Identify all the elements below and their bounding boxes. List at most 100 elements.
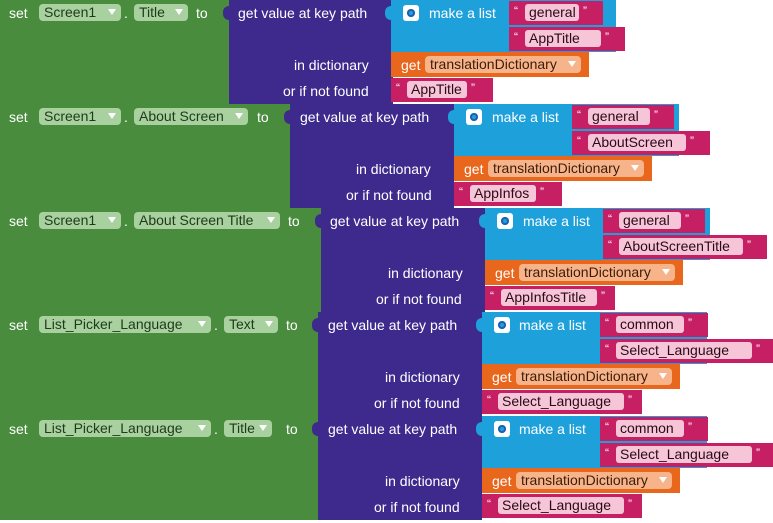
dot-separator: .	[124, 5, 128, 21]
text-string-block[interactable]: “ Select_Language ”	[600, 339, 773, 363]
chevron-down-icon[interactable]	[198, 321, 206, 327]
variable-dropdown-label: translationDictionary	[493, 160, 620, 176]
property-dropdown[interactable]: Title	[134, 4, 188, 21]
component-dropdown-label: Screen1	[44, 108, 97, 124]
text-string-block[interactable]: “ AppInfosTitle ”	[485, 286, 615, 310]
chevron-down-icon[interactable]	[108, 9, 116, 15]
close-quote-icon: ”	[688, 420, 692, 434]
chevron-down-icon[interactable]	[235, 113, 243, 119]
component-dropdown[interactable]: List_Picker_Language	[39, 316, 211, 333]
open-quote-icon: “	[490, 289, 494, 303]
variable-dropdown[interactable]: translationDictionary	[516, 472, 672, 489]
gear-icon[interactable]	[403, 5, 419, 21]
get-variable-block[interactable]: get translationDictionary	[482, 468, 680, 493]
chevron-down-icon[interactable]	[662, 269, 670, 275]
chevron-down-icon[interactable]	[198, 425, 206, 431]
open-quote-icon: “	[605, 420, 609, 434]
property-dropdown[interactable]: Title	[224, 420, 272, 437]
component-dropdown[interactable]: Screen1	[39, 4, 121, 21]
get-value-at-key-path-block[interactable]: get value at key path in dictionary or if …	[318, 312, 482, 416]
gear-icon[interactable]	[494, 421, 510, 437]
close-quote-icon: ”	[605, 30, 609, 44]
chevron-down-icon[interactable]	[659, 373, 667, 379]
text-string-block[interactable]: “ Select_Language ”	[482, 494, 642, 518]
text-string-block-value: general	[525, 4, 579, 21]
component-dropdown[interactable]: Screen1	[39, 108, 121, 125]
set-property-block[interactable]: set Screen1. About Screen Title to	[0, 208, 321, 312]
property-dropdown[interactable]: About Screen Title	[134, 212, 280, 229]
text-string-block[interactable]: “ Select_Language ”	[600, 443, 773, 467]
get-variable-block[interactable]: get translationDictionary	[454, 156, 652, 181]
get-value-at-key-path-block[interactable]: get value at key path in dictionary or if …	[318, 416, 482, 520]
get-variable-block[interactable]: get translationDictionary	[482, 364, 680, 389]
get-keyword: get	[464, 161, 484, 177]
text-string-block-value: AboutScreenTitle	[619, 238, 743, 255]
variable-dropdown[interactable]: translationDictionary	[516, 368, 672, 385]
set-property-block[interactable]: set List_Picker_Language. Text to	[0, 312, 318, 416]
text-string-block[interactable]: “ common ”	[600, 313, 708, 337]
text-string-block-value: common	[616, 420, 684, 437]
close-quote-icon: ”	[628, 393, 632, 407]
property-dropdown-label: About Screen	[139, 108, 224, 124]
chevron-down-icon[interactable]	[631, 165, 639, 171]
variable-dropdown-label: translationDictionary	[524, 264, 651, 280]
text-string-block-value: AppTitle	[525, 30, 601, 47]
get-value-at-key-path-block[interactable]: get value at key path in dictionary or if …	[321, 208, 485, 312]
get-variable-block[interactable]: get translationDictionary	[485, 260, 683, 285]
variable-dropdown[interactable]: translationDictionary	[425, 56, 581, 73]
component-dropdown[interactable]: Screen1	[39, 212, 121, 229]
text-string-block[interactable]: “ AppTitle ”	[509, 27, 625, 51]
chevron-down-icon[interactable]	[659, 477, 667, 483]
text-string-block[interactable]: “ AppTitle ”	[391, 78, 493, 102]
set-property-block[interactable]: set Screen1. Title to	[0, 0, 229, 104]
text-string-block[interactable]: “ common ”	[600, 417, 708, 441]
chevron-down-icon[interactable]	[259, 425, 267, 431]
open-quote-icon: “	[577, 108, 581, 122]
input-socket-icon	[312, 318, 318, 332]
gear-icon[interactable]	[497, 213, 513, 229]
chevron-down-icon[interactable]	[265, 321, 273, 327]
chevron-down-icon[interactable]	[267, 217, 275, 223]
text-string-block[interactable]: “ general ”	[603, 209, 705, 233]
close-quote-icon: ”	[688, 316, 692, 330]
set-property-block[interactable]: set List_Picker_Language. Title to	[0, 416, 318, 520]
get-keyword: get	[495, 265, 515, 281]
property-dropdown[interactable]: About Screen	[134, 108, 248, 125]
text-string-block-value: Select_Language	[498, 497, 624, 514]
text-string-block-value: general	[619, 212, 681, 229]
to-keyword: to	[196, 5, 208, 21]
text-string-block[interactable]: “ AboutScreenTitle ”	[603, 235, 767, 259]
component-dropdown-label: List_Picker_Language	[44, 316, 183, 332]
text-string-block-value: general	[588, 108, 650, 125]
get-value-at-key-path-block[interactable]: get value at key path in dictionary or if …	[290, 104, 454, 208]
chevron-down-icon[interactable]	[568, 61, 576, 67]
close-quote-icon: ”	[756, 446, 760, 460]
close-quote-icon: ”	[756, 342, 760, 356]
get-value-at-key-path-block[interactable]: get value at key path in dictionary or if …	[229, 0, 393, 104]
open-quote-icon: “	[605, 342, 609, 356]
text-string-block[interactable]: “ Select_Language ”	[482, 390, 642, 414]
text-string-block[interactable]: “ AppInfos ”	[454, 182, 562, 206]
variable-dropdown[interactable]: translationDictionary	[519, 264, 675, 281]
chevron-down-icon[interactable]	[108, 217, 116, 223]
text-string-block[interactable]: “ general ”	[509, 1, 603, 25]
text-string-block[interactable]: “ AboutScreen ”	[572, 131, 710, 155]
gear-icon[interactable]	[494, 317, 510, 333]
close-quote-icon: ”	[601, 289, 605, 303]
variable-dropdown[interactable]: translationDictionary	[488, 160, 644, 177]
make-a-list-label: make a list	[492, 109, 559, 125]
text-string-block[interactable]: “ general ”	[572, 105, 674, 129]
set-property-block[interactable]: set Screen1. About Screen to	[0, 104, 290, 208]
chevron-down-icon[interactable]	[175, 9, 183, 15]
chevron-down-icon[interactable]	[108, 113, 116, 119]
in-dictionary-label: in dictionary	[356, 161, 431, 177]
get-variable-block[interactable]: get translationDictionary	[391, 52, 589, 77]
component-dropdown-label: Screen1	[44, 212, 97, 228]
text-string-block-value: Select_Language	[498, 393, 624, 410]
open-quote-icon: “	[605, 316, 609, 330]
input-socket-icon	[476, 318, 482, 332]
open-quote-icon: “	[487, 393, 491, 407]
component-dropdown[interactable]: List_Picker_Language	[39, 420, 211, 437]
property-dropdown[interactable]: Text	[224, 316, 278, 333]
gear-icon[interactable]	[466, 109, 482, 125]
